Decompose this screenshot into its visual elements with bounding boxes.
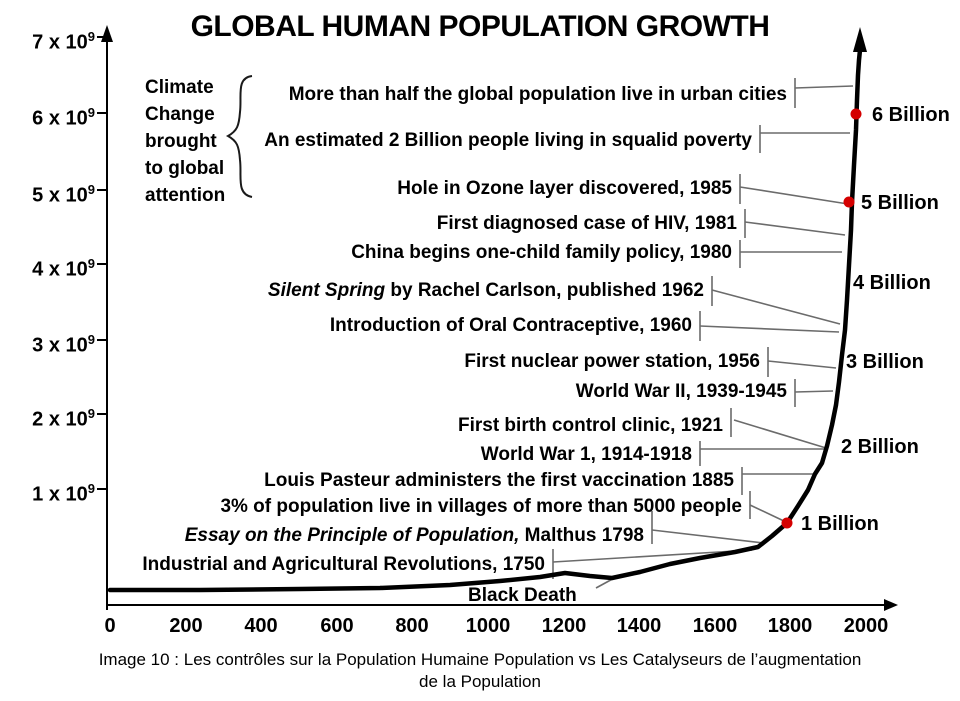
x-tick-label: 1200 — [541, 615, 587, 637]
event-annotation-malthus-1798: Essay on the Principle of Population, Ma… — [184, 525, 644, 546]
annotation-leader-lines — [552, 85, 854, 589]
event-annotation-oral-contraceptive-1960: Introduction of Oral Contraceptive, 1960 — [329, 315, 692, 336]
event-annotation-revolutions-1750: Industrial and Agricultural Revolutions,… — [142, 554, 545, 575]
y-tick-label: 2 x 109 — [32, 406, 95, 431]
milestone-label-4-billion: 4 Billion — [853, 272, 931, 294]
event-annotation-ozone-1985: Hole in Ozone layer discovered, 1985 — [397, 178, 732, 199]
climate-note-brace — [225, 75, 253, 198]
x-tick-label: 0 — [104, 615, 116, 637]
event-annotation-hiv-1981: First diagnosed case of HIV, 1981 — [436, 213, 737, 234]
milestone-label-1-billion: 1 Billion — [801, 513, 879, 535]
climate-note-line: Climate — [145, 77, 214, 98]
chart-title: GLOBAL HUMAN POPULATION GROWTH — [190, 10, 770, 43]
x-tick-label: 1600 — [692, 615, 738, 637]
x-tick-label: 1400 — [616, 615, 662, 637]
event-annotation-wwii: World War II, 1939-1945 — [575, 381, 787, 402]
y-axis-arrowhead — [101, 25, 113, 42]
y-tick-label: 5 x 109 — [32, 182, 95, 207]
event-annotation-nuclear-1956: First nuclear power station, 1956 — [464, 351, 760, 372]
event-annotation-ww1: World War 1, 1914-1918 — [480, 444, 692, 465]
figure-caption: Image 10 : Les contrôles sur la Populati… — [0, 649, 960, 693]
x-tick-label: 2000 — [843, 615, 889, 637]
climate-note-line: to global — [145, 158, 225, 179]
annotation-tick-marks — [552, 78, 796, 579]
dot-5-billion — [843, 196, 855, 208]
event-annotation-black-death: Black Death — [468, 585, 577, 606]
milestone-dots — [781, 108, 862, 529]
climate-note-line: brought — [145, 131, 217, 152]
x-tick-label: 1000 — [465, 615, 511, 637]
milestone-label-2-billion: 2 Billion — [841, 436, 919, 458]
dot-6-billion — [850, 108, 862, 120]
figure-caption-line-1: Image 10 : Les contrôles sur la Populati… — [98, 650, 862, 669]
climate-change-note: Climate Change brought to global attenti… — [145, 74, 225, 209]
milestone-label-3-billion: 3 Billion — [846, 351, 924, 373]
x-tick-label: 800 — [395, 615, 429, 637]
event-annotation-birth-control-1921: First birth control clinic, 1921 — [457, 415, 723, 436]
dot-1-billion — [781, 517, 793, 529]
figure-caption-line-2: de la Population — [419, 672, 541, 691]
event-annotation-silent-spring-1962: Silent Spring by Rachel Carlson, publish… — [267, 280, 704, 301]
x-tick-label: 200 — [169, 615, 203, 637]
event-annotation-china-1980: China begins one-child family policy, 19… — [351, 242, 732, 263]
y-tick-label: 1 x 109 — [32, 481, 95, 506]
event-annotation-squalid-poverty: An estimated 2 Billion people living in … — [264, 130, 752, 151]
x-axis-arrowhead — [884, 599, 898, 611]
x-tick-label: 600 — [320, 615, 354, 637]
milestone-label-6-billion: 6 Billion — [872, 104, 950, 126]
y-axis-tick-marks — [97, 36, 107, 490]
y-tick-label: 4 x 109 — [32, 256, 95, 281]
y-tick-label: 6 x 109 — [32, 105, 95, 130]
x-tick-label: 1800 — [767, 615, 813, 637]
climate-note-line: Change — [145, 104, 215, 125]
event-annotation-pasteur-1885: Louis Pasteur administers the first vacc… — [264, 470, 734, 491]
climate-note-line: attention — [145, 185, 226, 206]
event-annotation-villages-5000: 3% of population live in villages of mor… — [220, 496, 742, 517]
y-tick-label: 7 x 109 — [32, 29, 95, 54]
event-annotation-urban-cities: More than half the global population liv… — [288, 84, 787, 105]
curve-arrowhead — [853, 27, 867, 52]
y-tick-label: 3 x 109 — [32, 332, 95, 357]
x-tick-label: 400 — [244, 615, 278, 637]
milestone-label-5-billion: 5 Billion — [861, 192, 939, 214]
